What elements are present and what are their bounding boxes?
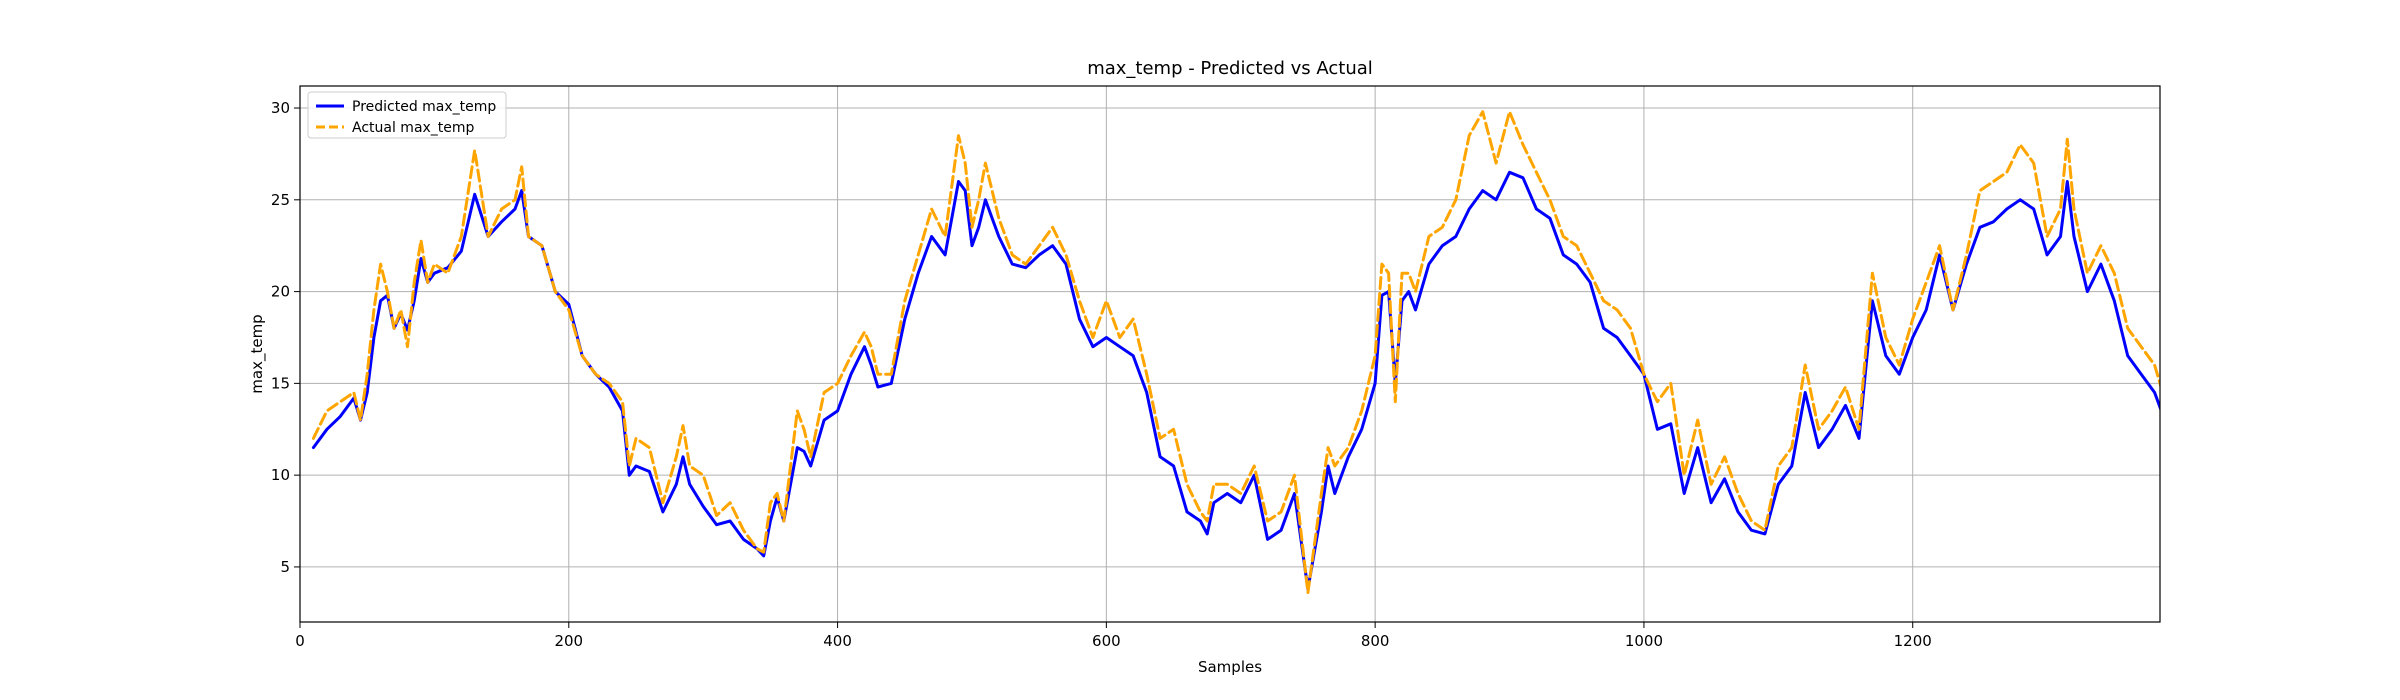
x-tick-label: 400 — [823, 632, 852, 650]
x-tick-label: 600 — [1092, 632, 1121, 650]
actual-series-line — [311, 110, 2160, 595]
y-tick-label: 25 — [271, 191, 290, 209]
legend-label-actual: Actual max_temp — [352, 120, 475, 136]
y-axis-label: max_temp — [248, 314, 267, 393]
x-tick-label: 1000 — [1625, 632, 1663, 650]
x-tick-label: 1200 — [1894, 632, 1932, 650]
x-tick-label: 200 — [554, 632, 583, 650]
series-lines — [311, 110, 2160, 595]
x-tick-label: 0 — [295, 632, 305, 650]
legend: Predicted max_temp Actual max_temp — [307, 91, 507, 139]
y-tick-label: 5 — [280, 558, 290, 576]
chart-title: max_temp - Predicted vs Actual — [1087, 58, 1373, 79]
y-tick-label: 10 — [271, 466, 290, 484]
predicted-series-line — [311, 170, 2160, 591]
axis-ticks: 0 200 400 600 800 1000 1200 5 10 15 20 25 30 — [271, 99, 1932, 650]
legend-box — [307, 91, 507, 139]
x-axis-label: Samples — [1198, 658, 1262, 676]
x-tick-label: 800 — [1361, 632, 1390, 650]
plot-frame — [299, 85, 2161, 623]
y-tick-label: 15 — [271, 374, 290, 392]
gridlines — [299, 86, 2160, 622]
y-tick-label: 20 — [271, 283, 290, 301]
legend-label-predicted: Predicted max_temp — [352, 99, 496, 115]
y-tick-label: 30 — [271, 99, 290, 117]
